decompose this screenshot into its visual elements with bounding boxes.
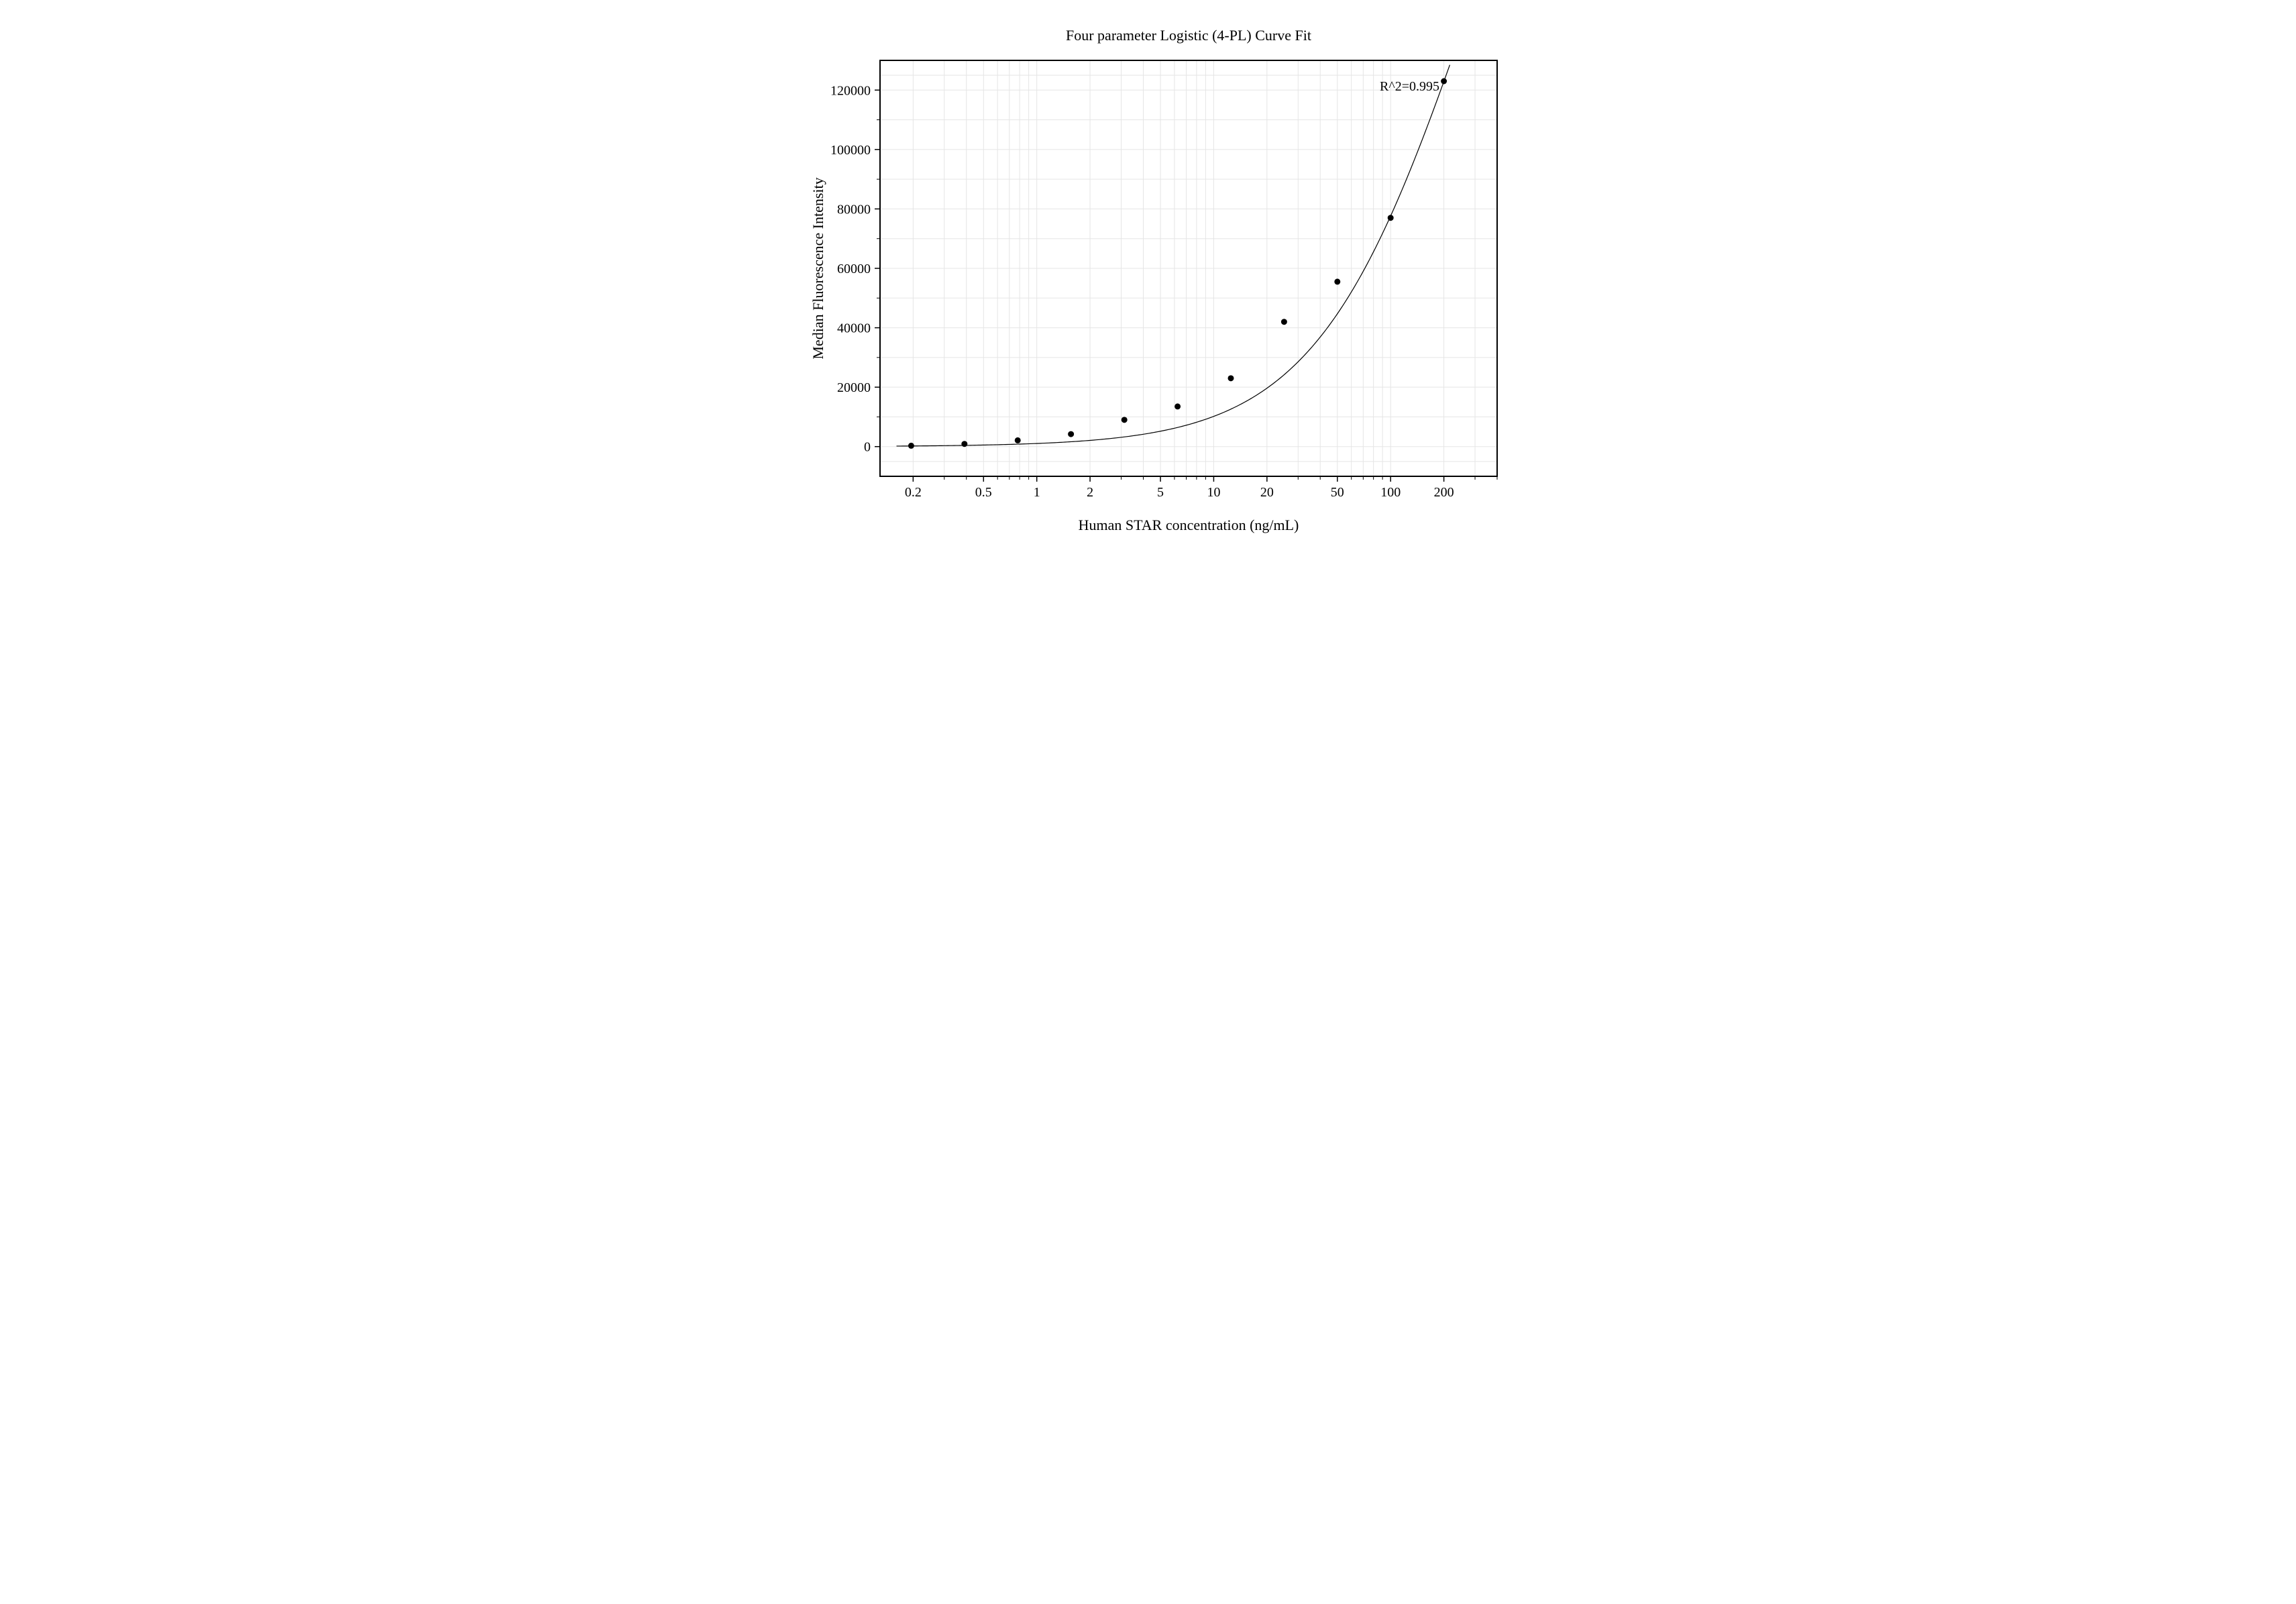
x-tick-label: 20 — [1260, 485, 1273, 500]
x-tick-label: 5 — [1157, 485, 1164, 500]
y-tick-label: 80000 — [837, 202, 871, 217]
data-point — [1334, 278, 1340, 284]
y-tick-label: 60000 — [837, 262, 871, 276]
y-tick-label: 100000 — [830, 143, 871, 158]
y-tick-label: 120000 — [830, 83, 871, 98]
x-tick-label: 200 — [1433, 485, 1454, 500]
y-tick-label: 0 — [864, 440, 871, 455]
chart-container: 0.2 0.5 1 2 5 10 20 50 100 200 0 20000 40000 60000 800… — [746, 13, 1551, 576]
y-axis-label: Median Fluorescence Intensity — [810, 177, 826, 359]
data-point — [1441, 78, 1447, 85]
y-tick-label: 20000 — [837, 380, 871, 395]
y-tick-label: 40000 — [837, 321, 871, 336]
data-point — [1280, 319, 1287, 325]
chart-title: Four parameter Logistic (4-PL) Curve Fit — [1066, 27, 1311, 44]
data-point — [1121, 417, 1127, 423]
x-axis-label: Human STAR concentration (ng/mL) — [1078, 517, 1299, 533]
data-point — [1227, 375, 1234, 381]
data-point — [961, 441, 967, 447]
x-tick-label: 100 — [1380, 485, 1401, 500]
x-tick-label: 2 — [1087, 485, 1093, 500]
x-tick-label: 10 — [1207, 485, 1220, 500]
data-point — [1068, 431, 1074, 437]
x-tick-label: 0.2 — [904, 485, 921, 500]
x-tick-label: 1 — [1033, 485, 1040, 500]
data-point — [1174, 403, 1181, 409]
data-point — [1387, 215, 1393, 221]
x-tick-label: 50 — [1330, 485, 1344, 500]
data-point — [1014, 437, 1020, 443]
data-point — [908, 443, 914, 449]
r-squared-annotation: R^2=0.995 — [1380, 79, 1439, 94]
chart-svg: 0.2 0.5 1 2 5 10 20 50 100 200 0 20000 40000 60000 800… — [746, 13, 1551, 576]
x-tick-label: 0.5 — [975, 485, 991, 500]
